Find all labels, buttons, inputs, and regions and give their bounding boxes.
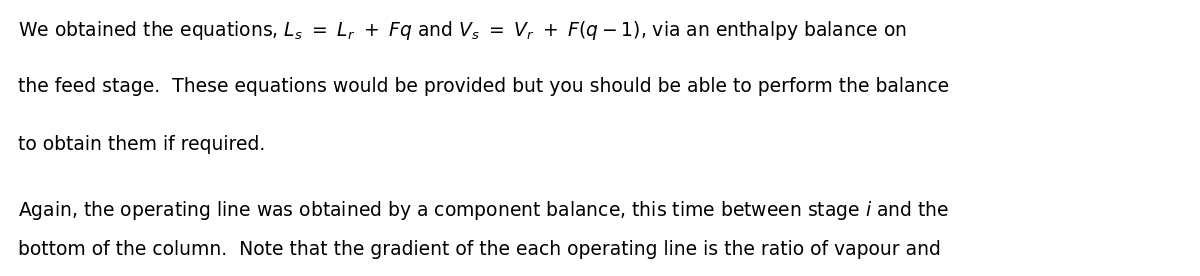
Text: Again, the operating line was obtained by a component balance, this time between: Again, the operating line was obtained b… [18,199,949,222]
Text: to obtain them if required.: to obtain them if required. [18,135,265,154]
Text: bottom of the column.  Note that the gradient of the each operating line is the : bottom of the column. Note that the grad… [18,240,941,259]
Text: the feed stage.  These equations would be provided but you should be able to per: the feed stage. These equations would be… [18,77,949,96]
Text: We obtained the equations, $L_s\ =\ L_r\ +\ Fq$ and $V_s\ =\ V_r\ +\ F(q-1)$, vi: We obtained the equations, $L_s\ =\ L_r\… [18,19,907,42]
